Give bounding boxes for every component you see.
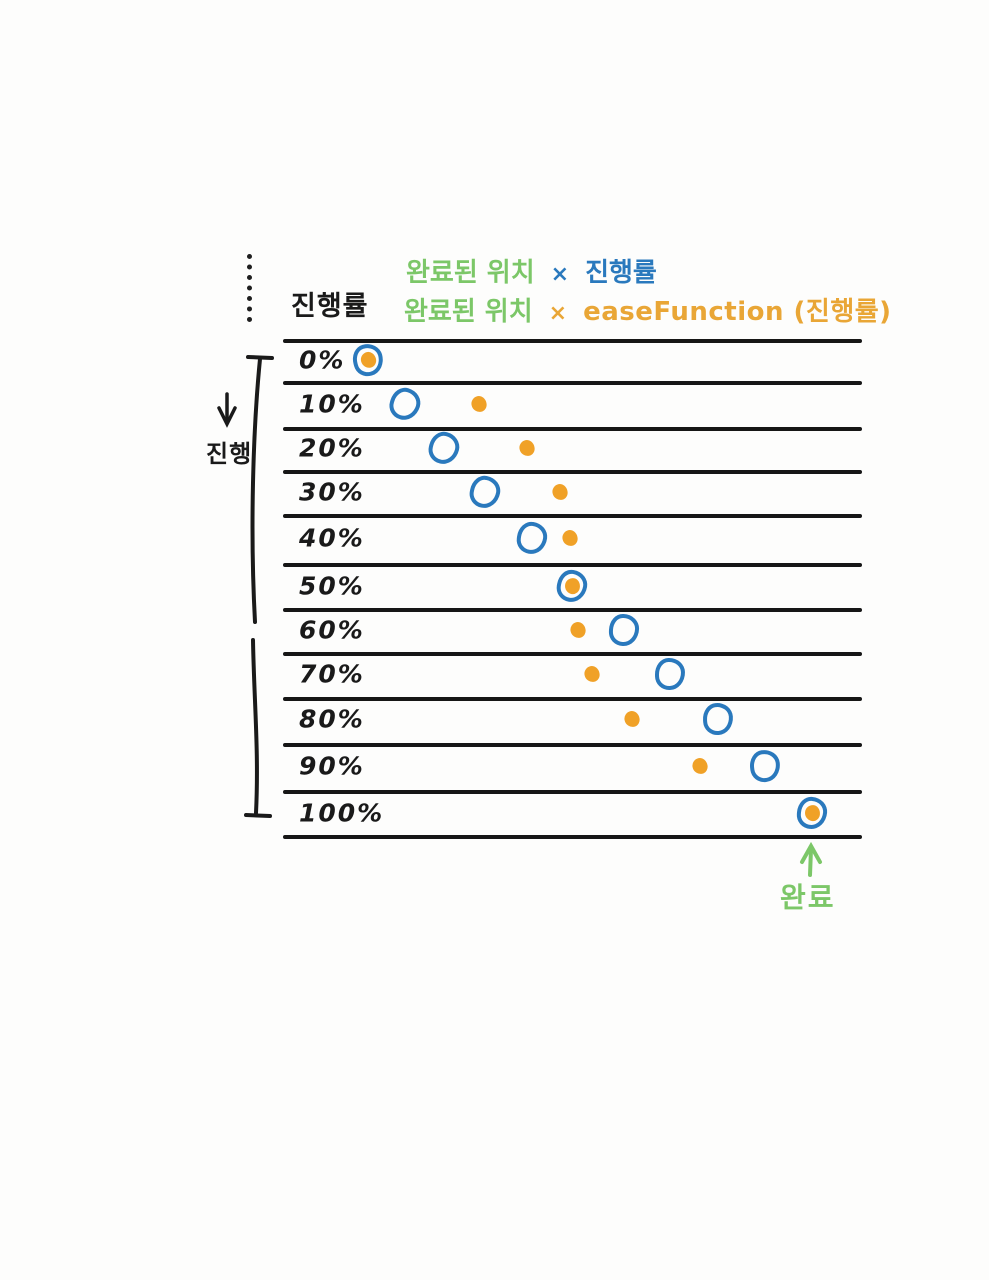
row-separator-line [283,743,862,747]
progress-percent-label: 60% [299,615,365,645]
linear-position-circle [608,613,640,647]
progress-range-bracket [244,355,274,818]
eased-position-dot [358,350,378,370]
progress-percent-label: 70% [299,659,365,689]
formula-eased-left: 완료된 위치 [404,297,533,327]
linear-position-circle [425,428,463,468]
row-separator-line [283,470,862,474]
formula-eased: 완료된 위치 × easeFunction (진행률) [404,291,892,328]
linear-position-circle [654,657,686,691]
linear-and-eased-marker [349,340,387,380]
row-separator-line [283,339,862,343]
eased-position-dot [569,620,587,640]
multiply-icon: × [550,262,570,287]
row-separator-line [283,381,862,385]
progress-percent-label: 40% [299,523,365,553]
eased-position-dot [691,756,709,776]
eased-position-dot [561,528,579,548]
formula-eased-right: easeFunction (진행률) [583,297,892,327]
arrow-down-icon [217,392,237,428]
progress-rate-axis-label: 진행률 [291,291,369,322]
progress-percent-label: 10% [299,389,365,419]
dotted-axis-line [247,254,252,322]
eased-position-dot [518,438,536,458]
formula-linear-right: 진행률 [585,258,657,288]
done-label: 완료 [780,881,836,914]
row-separator-line [283,697,862,701]
arrow-up-icon [800,841,822,877]
multiply-icon: × [548,301,568,326]
linear-position-circle [701,701,735,737]
linear-position-circle [467,473,503,511]
row-separator-line [283,608,862,612]
eased-position-dot [551,482,569,502]
progress-percent-label: 50% [299,571,365,601]
progress-percent-label: 80% [299,704,365,734]
eased-position-dot [583,664,601,684]
row-separator-line [283,427,862,431]
row-separator-line [283,563,862,567]
linear-position-circle [514,520,550,556]
progress-direction-label: 진행 [206,440,253,468]
eased-position-dot [623,709,641,729]
progress-percent-label: 20% [299,433,365,463]
progress-percent-label: 100% [299,798,385,828]
row-separator-line [283,652,862,656]
eased-position-dot [803,804,821,822]
eased-position-dot [470,394,488,414]
progress-percent-label: 0% [299,345,346,375]
row-separator-line [283,790,862,794]
formula-linear-left: 완료된 위치 [406,258,535,288]
eased-position-dot [563,576,581,596]
linear-and-eased-marker [554,567,590,605]
linear-position-circle [385,384,425,424]
linear-and-eased-marker [795,795,829,831]
formula-linear: 완료된 위치 × 진행률 [406,252,657,289]
progress-percent-label: 30% [299,477,365,507]
progress-percent-label: 90% [299,751,365,781]
linear-position-circle [748,748,782,784]
row-separator-line [283,835,862,839]
row-separator-line [283,514,862,518]
